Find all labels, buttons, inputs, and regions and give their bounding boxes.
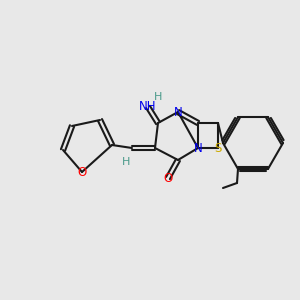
Text: O: O	[77, 166, 87, 178]
Text: H: H	[122, 157, 130, 167]
Text: N: N	[174, 106, 182, 118]
Text: O: O	[164, 172, 172, 184]
Text: H: H	[154, 92, 162, 102]
Text: N: N	[194, 142, 202, 154]
Text: S: S	[214, 142, 222, 154]
Text: NH: NH	[139, 100, 157, 113]
